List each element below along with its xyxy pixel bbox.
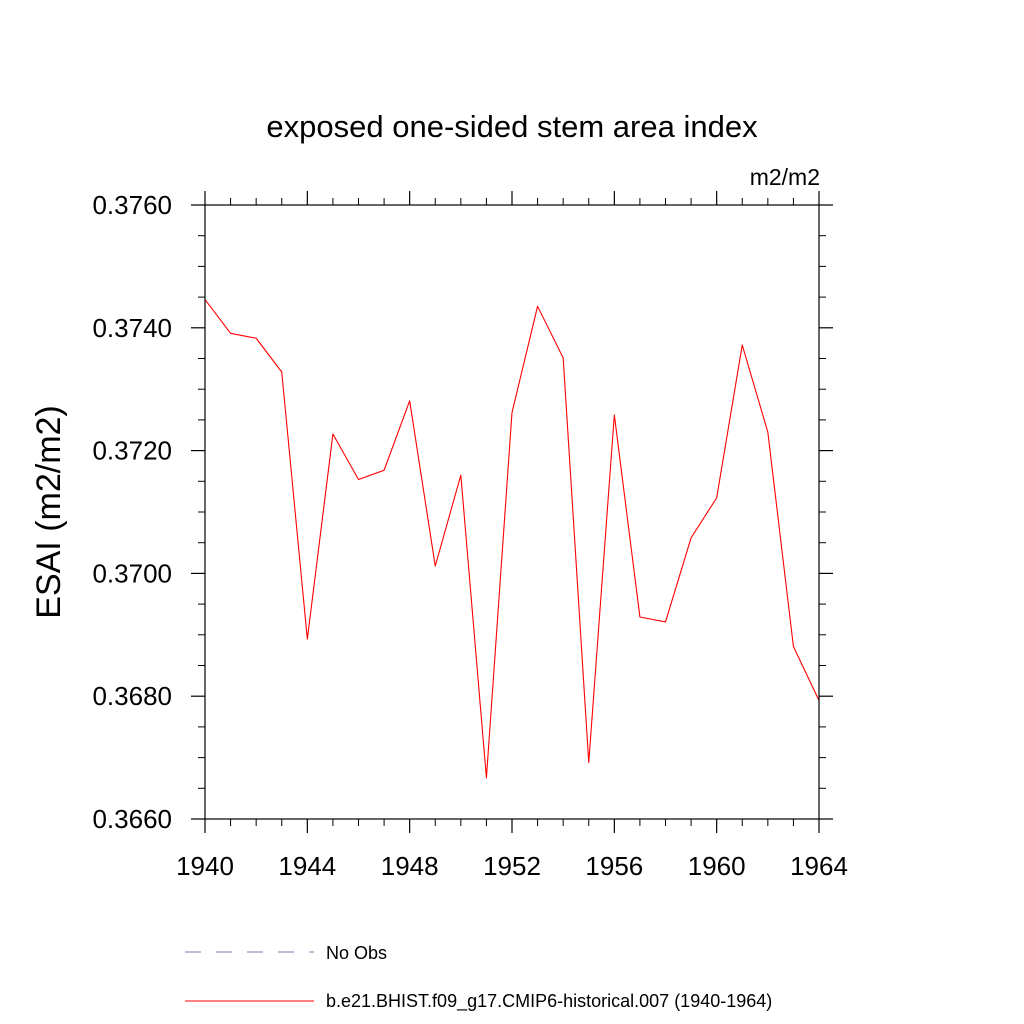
units-label: m2/m2 bbox=[750, 164, 820, 190]
y-tick-label: 0.3660 bbox=[92, 804, 172, 834]
axis-ticks bbox=[191, 191, 833, 833]
plot-frame bbox=[204, 204, 820, 820]
series-group bbox=[204, 299, 820, 779]
x-tick-label: 1964 bbox=[790, 851, 848, 881]
x-tick-label: 1952 bbox=[483, 851, 541, 881]
series-line bbox=[204, 299, 820, 779]
legend: No Obs b.e21.BHIST.f09_g17.CMIP6-historic… bbox=[185, 943, 772, 1012]
tick-labels: 1940 1944 1948 1952 1956 1960 1964 0.3660 0.3680… bbox=[92, 190, 847, 881]
y-tick-label: 0.3700 bbox=[92, 558, 172, 588]
x-tick-label: 1960 bbox=[688, 851, 746, 881]
legend-label: b.e21.BHIST.f09_g17.CMIP6-historical.007… bbox=[326, 991, 772, 1012]
chart-title: exposed one-sided stem area index bbox=[266, 109, 758, 144]
x-tick-label: 1956 bbox=[585, 851, 643, 881]
legend-label: No Obs bbox=[326, 943, 387, 963]
y-tick-label: 0.3740 bbox=[92, 313, 172, 343]
x-tick-label: 1944 bbox=[278, 851, 336, 881]
y-tick-label: 0.3680 bbox=[92, 681, 172, 711]
x-tick-label: 1948 bbox=[381, 851, 439, 881]
y-axis-label: ESAI (m2/m2) bbox=[30, 405, 68, 618]
x-tick-label: 1940 bbox=[176, 851, 234, 881]
y-tick-label: 0.3720 bbox=[92, 436, 172, 466]
y-tick-label: 0.3760 bbox=[92, 190, 172, 220]
